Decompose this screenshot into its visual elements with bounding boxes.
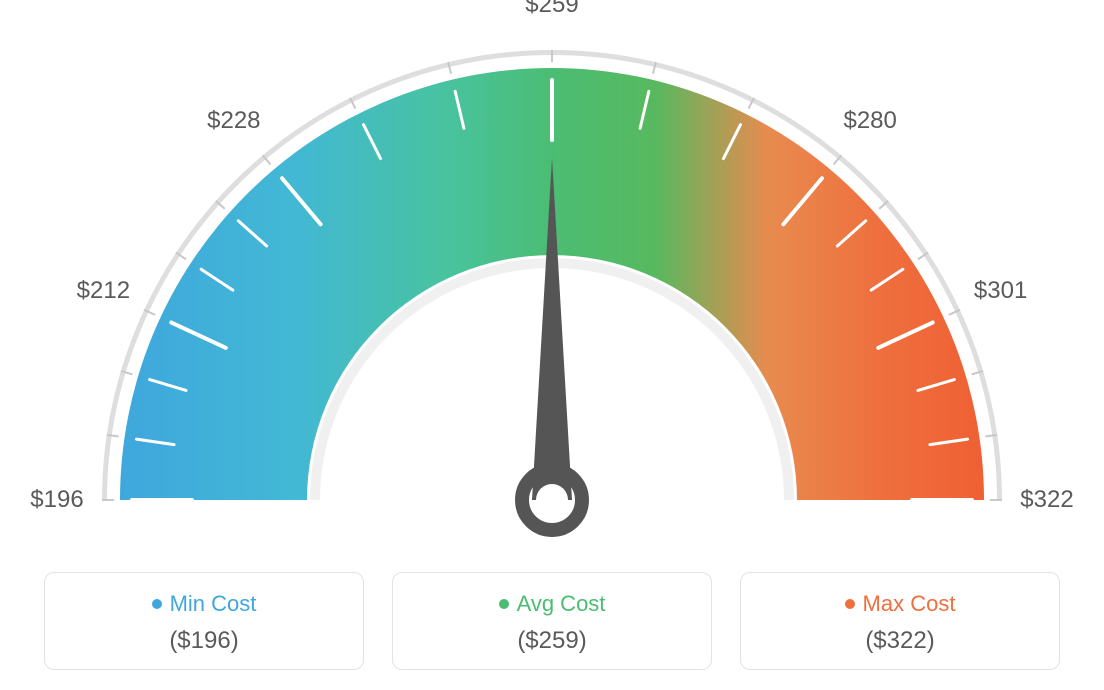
min-dot-icon (152, 599, 162, 609)
gauge-svg (0, 0, 1104, 560)
gauge-tick-label: $196 (30, 486, 83, 514)
avg-cost-label: Avg Cost (517, 591, 606, 617)
max-dot-icon (845, 599, 855, 609)
gauge-tick-label: $301 (974, 277, 1027, 305)
max-cost-card: Max Cost ($322) (740, 572, 1060, 670)
min-cost-card: Min Cost ($196) (44, 572, 364, 670)
gauge-tick-label: $212 (77, 277, 130, 305)
min-cost-value: ($196) (55, 627, 353, 655)
gauge-chart: $196 $212 $228 $259 $280 $301 $322 (0, 0, 1104, 560)
max-cost-value: ($322) (751, 627, 1049, 655)
avg-cost-title: Avg Cost (499, 591, 606, 617)
gauge-tick-label: $322 (1020, 486, 1073, 514)
min-cost-label: Min Cost (170, 591, 257, 617)
summary-cards: Min Cost ($196) Avg Cost ($259) Max Cost… (0, 572, 1104, 670)
avg-dot-icon (499, 599, 509, 609)
avg-cost-card: Avg Cost ($259) (392, 572, 712, 670)
max-cost-label: Max Cost (863, 591, 956, 617)
avg-cost-value: ($259) (403, 627, 701, 655)
min-cost-title: Min Cost (152, 591, 257, 617)
gauge-tick-label: $259 (525, 0, 578, 19)
max-cost-title: Max Cost (845, 591, 956, 617)
gauge-tick-label: $280 (843, 107, 896, 135)
gauge-tick-label: $228 (207, 107, 260, 135)
